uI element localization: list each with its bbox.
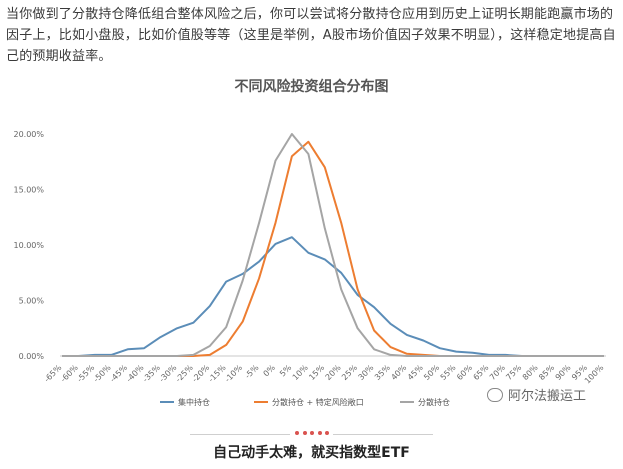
x-tick-label: -25% — [174, 363, 195, 384]
footer-divider-left — [190, 434, 290, 435]
footer-dot — [295, 431, 299, 435]
x-axis-labels: -65%-60%-55%-50%-45%-40%-35%-30%-25%-20%… — [42, 363, 605, 386]
y-tick-label: 20.00% — [13, 130, 44, 139]
x-tick-label: 10% — [291, 363, 310, 382]
x-tick-label: 45% — [406, 363, 425, 382]
series-line-1 — [62, 140, 604, 357]
chart-title: 不同风险投资组合分布图 — [234, 79, 389, 95]
x-tick-label: -30% — [157, 363, 178, 384]
x-tick-label: 90% — [554, 363, 573, 382]
x-tick-label: 20% — [324, 363, 343, 382]
x-tick-label: 65% — [472, 363, 491, 382]
footer-dot — [325, 431, 329, 435]
x-tick-label: 50% — [422, 363, 441, 382]
legend-label-0: 集中持仓 — [178, 397, 210, 407]
watermark: 阿尔法搬运工 — [487, 385, 586, 404]
x-tick-label: -10% — [223, 363, 244, 384]
legend-label-2: 分散持仓 — [418, 397, 450, 407]
series-line-2 — [62, 133, 604, 357]
y-tick-label: 10.00% — [13, 241, 44, 250]
x-tick-label: 60% — [455, 363, 474, 382]
y-tick-label: 0.00% — [19, 352, 45, 361]
x-tick-label: 30% — [357, 363, 376, 382]
x-tick-label: -40% — [125, 363, 146, 384]
x-tick-label: 55% — [439, 363, 458, 382]
x-tick-label: -45% — [108, 363, 129, 384]
x-tick-label: 100% — [583, 363, 606, 386]
footer-dot — [302, 431, 307, 435]
y-tick-label: 5.00% — [19, 297, 45, 306]
x-tick-label: 35% — [373, 363, 392, 382]
x-tick-label: -20% — [190, 363, 211, 384]
legend-label-1: 分散持仓 + 特定风险敞口 — [272, 397, 364, 407]
intro-paragraph: 当你做到了分散持仓降低组合整体风险之后，你可以尝试将分散持仓应用到历史上证明长期… — [6, 7, 616, 64]
x-tick-label: 80% — [521, 363, 540, 382]
y-axis-labels: 0.00% 5.00% 10.00% 15.00% 20.00% — [13, 130, 44, 361]
x-tick-label: -50% — [92, 363, 113, 384]
x-tick-label: -5% — [243, 363, 261, 381]
y-tick-label: 15.00% — [13, 186, 44, 195]
footer-dot — [310, 431, 314, 435]
x-tick-label: 85% — [537, 363, 556, 382]
footer-dots — [295, 431, 329, 437]
x-tick-label: 40% — [389, 363, 408, 382]
series-lines — [62, 133, 604, 357]
x-tick-label: 25% — [340, 363, 359, 382]
x-tick-label: -55% — [75, 363, 96, 384]
wechat-icon — [487, 387, 503, 402]
watermark-text: 阿尔法搬运工 — [508, 389, 587, 404]
footer-caption: 自己动手太难，就买指数型ETF — [213, 445, 410, 461]
footer-dot — [317, 431, 322, 435]
x-tick-label: -35% — [141, 363, 162, 384]
x-tick-label: 70% — [488, 363, 507, 382]
x-tick-label: 15% — [307, 363, 326, 382]
x-tick-label: -65% — [42, 363, 63, 384]
x-tick-label: -60% — [59, 363, 80, 384]
x-tick-label: 0% — [262, 363, 278, 379]
chart-legend: 集中持仓 分散持仓 + 特定风险敞口 分散持仓 — [160, 397, 450, 407]
x-tick-label: -15% — [207, 363, 228, 384]
footer-divider-right — [333, 434, 433, 435]
x-tick-label: 75% — [504, 363, 523, 382]
